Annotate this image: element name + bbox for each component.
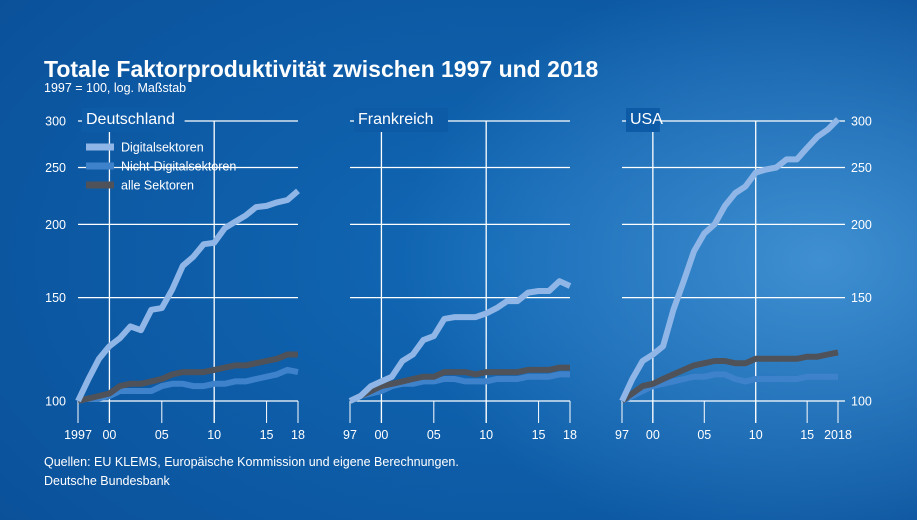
x-tick-label: 10 xyxy=(207,428,221,442)
x-tick-label: 05 xyxy=(427,428,441,442)
y-tick-label: 250 xyxy=(851,161,872,175)
panel-title-bg xyxy=(626,108,660,132)
panel-0: 1997 00 05 10 15 18 100 150 200 250 300 Deutschland… xyxy=(45,108,305,442)
series-line-non_digital xyxy=(620,371,838,404)
x-tick-label: 18 xyxy=(563,428,577,442)
x-tick-label: 00 xyxy=(646,428,660,442)
x-tick-label: 18 xyxy=(291,428,305,442)
series-line-non_digital xyxy=(77,366,299,404)
series-line-digital xyxy=(348,278,572,404)
panel-1: 97 00 05 10 15 18 Frankreich xyxy=(343,108,577,442)
y-tick-label: 100 xyxy=(45,395,66,409)
y-tick-label: 200 xyxy=(851,218,872,232)
series-line-digital xyxy=(75,188,300,403)
x-tick-label: 05 xyxy=(155,428,169,442)
y-tick-label: 150 xyxy=(851,291,872,305)
legend-label-non_digital: Nicht-Digitalsektoren xyxy=(121,160,236,174)
y-tick-label: 150 xyxy=(45,291,66,305)
y-tick-label: 100 xyxy=(851,395,872,409)
chart-subtitle: 1997 = 100, log. Maßstab xyxy=(44,81,187,95)
y-tick-label: 250 xyxy=(45,161,66,175)
x-tick-label: 97 xyxy=(615,428,629,442)
series-line-all_sectors xyxy=(348,364,570,404)
legend-label-digital: Digitalsektoren xyxy=(121,141,204,155)
x-tick-label: 97 xyxy=(343,428,357,442)
y-tick-label: 300 xyxy=(851,115,872,129)
series-line-non_digital xyxy=(348,371,570,404)
panel-title: Deutschland xyxy=(86,111,175,128)
x-tick-label: 00 xyxy=(102,428,116,442)
x-tick-label: 15 xyxy=(260,428,274,442)
series-line-all_sectors xyxy=(620,349,839,404)
x-tick-label: 05 xyxy=(697,428,711,442)
legend-label-all_sectors: alle Sektoren xyxy=(121,179,194,193)
x-tick-label: 1997 xyxy=(64,428,92,442)
panel-title: Frankreich xyxy=(358,111,434,128)
chart-title: Totale Faktorproduktivität zwischen 1997… xyxy=(44,56,599,82)
x-tick-label: 10 xyxy=(749,428,763,442)
series-line-all_sectors xyxy=(77,351,298,404)
panel-title-bg xyxy=(82,108,185,132)
x-tick-label: 15 xyxy=(532,428,546,442)
panel-title-bg xyxy=(354,108,448,132)
x-tick-label: 10 xyxy=(479,428,493,442)
panel-2: 97 00 05 10 15 2018 100 150 200 250 300 USA xyxy=(615,108,872,442)
source-note: Quellen: EU KLEMS, Europäische Kommissio… xyxy=(44,455,459,469)
panel-title: USA xyxy=(630,111,663,128)
y-tick-label: 300 xyxy=(45,115,66,129)
x-tick-label: 00 xyxy=(374,428,388,442)
publisher-note: Deutsche Bundesbank xyxy=(44,474,170,488)
x-tick-label: 2018 xyxy=(824,428,852,442)
x-tick-label: 15 xyxy=(800,428,814,442)
y-tick-label: 200 xyxy=(45,218,66,232)
series-line-digital xyxy=(619,117,841,403)
